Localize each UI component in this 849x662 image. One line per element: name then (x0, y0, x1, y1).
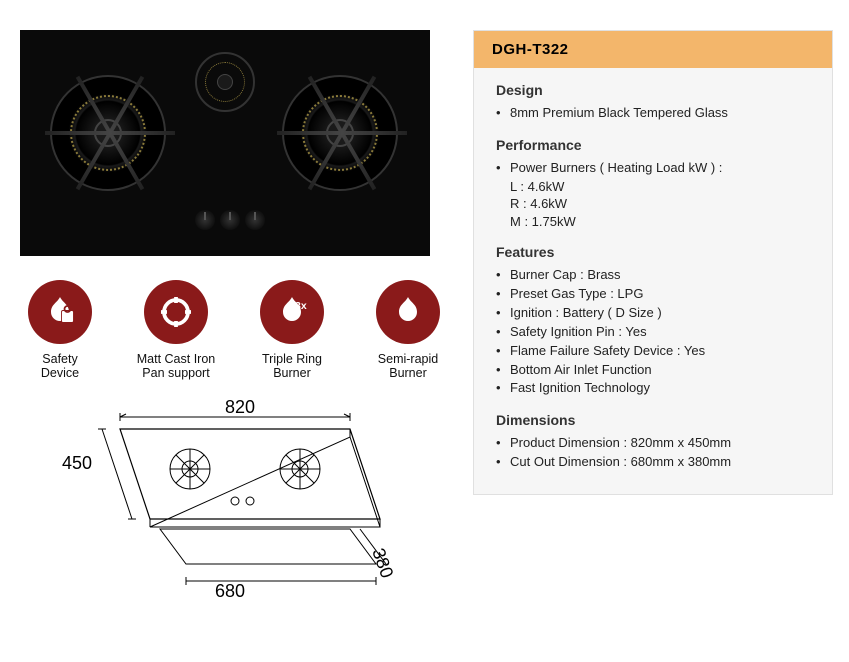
feature-label: Pan support (142, 366, 209, 380)
spec-item: Power Burners ( Heating Load kW ) : (496, 159, 810, 178)
safety-device-icon (28, 280, 92, 344)
spec-item-list: Product Dimension : 820mm x 450mmCut Out… (496, 434, 810, 472)
spec-subline: R : 4.6kW (496, 195, 810, 213)
feature-label: Device (41, 366, 79, 380)
model-number: DGH-T322 (492, 41, 569, 58)
spec-section-title: Dimensions (496, 412, 810, 428)
feature-semi-rapid: Semi-rapid Burner (368, 280, 448, 381)
spec-item-list: Burner Cap : BrassPreset Gas Type : LPGI… (496, 266, 810, 398)
spec-section-title: Design (496, 82, 810, 98)
feature-label: Matt Cast Iron (137, 352, 216, 366)
spec-panel: DGH-T322 Design 8mm Premium Black Tempere… (473, 30, 833, 495)
dimension-diagram: 820 450 680 380 (50, 399, 410, 599)
feature-icon-row: Safety Device Matt Cast Iron Pan support… (20, 280, 448, 381)
semi-rapid-icon (376, 280, 440, 344)
spec-body: Design 8mm Premium Black Tempered Glass Pe… (474, 68, 832, 494)
spec-item: Safety Ignition Pin : Yes (496, 323, 810, 342)
left-column: Safety Device Matt Cast Iron Pan support… (20, 30, 448, 632)
feature-label: Safety (42, 352, 77, 366)
spec-item: Product Dimension : 820mm x 450mm (496, 434, 810, 453)
dim-cutout-depth-label: 380 (368, 545, 397, 580)
spec-item: Cut Out Dimension : 680mm x 380mm (496, 453, 810, 472)
spec-section-title: Performance (496, 137, 810, 153)
feature-label: Triple Ring (262, 352, 322, 366)
spec-item: Burner Cap : Brass (496, 266, 810, 285)
spec-section-title: Features (496, 244, 810, 260)
product-image (20, 30, 430, 256)
spec-item: Preset Gas Type : LPG (496, 285, 810, 304)
feature-triple-ring: 3x Triple Ring Burner (252, 280, 332, 381)
spec-item-list: 8mm Premium Black Tempered Glass (496, 104, 810, 123)
feature-label: Semi-rapid (378, 352, 438, 366)
spec-item-list: Power Burners ( Heating Load kW ) :L : 4… (496, 159, 810, 230)
triple-ring-icon: 3x (260, 280, 324, 344)
pan-support-icon (144, 280, 208, 344)
spec-item: Ignition : Battery ( D Size ) (496, 304, 810, 323)
feature-safety-device: Safety Device (20, 280, 100, 381)
feature-label: Burner (273, 366, 311, 380)
right-column: DGH-T322 Design 8mm Premium Black Tempere… (473, 30, 833, 632)
spec-item: Bottom Air Inlet Function (496, 361, 810, 380)
dim-cutout-width-label: 680 (215, 581, 245, 599)
feature-pan-support: Matt Cast Iron Pan support (136, 280, 216, 381)
spec-subline: M : 1.75kW (496, 213, 810, 231)
spec-item: Fast Ignition Technology (496, 379, 810, 398)
spec-item: 8mm Premium Black Tempered Glass (496, 104, 810, 123)
spec-header: DGH-T322 (474, 31, 832, 68)
dim-width-label: 820 (225, 399, 255, 417)
dim-depth-label: 450 (62, 453, 92, 473)
spec-item: Flame Failure Safety Device : Yes (496, 342, 810, 361)
feature-label: Burner (389, 366, 427, 380)
svg-text:3x: 3x (295, 300, 307, 312)
spec-subline: L : 4.6kW (496, 178, 810, 196)
